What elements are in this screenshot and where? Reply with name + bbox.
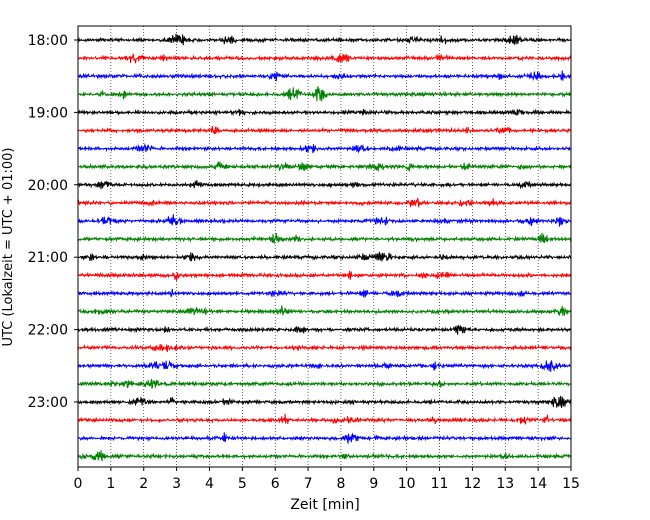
x-tick-label: 5 bbox=[238, 476, 247, 492]
trace-2330 bbox=[77, 432, 572, 444]
trace-2130 bbox=[77, 288, 572, 298]
y-tick-label: 20:00 bbox=[28, 178, 68, 194]
y-tick-label: 19:00 bbox=[28, 105, 68, 121]
x-tick-label: 0 bbox=[74, 476, 83, 492]
x-tick-label: 11 bbox=[431, 476, 449, 492]
y-tick-label: 21:00 bbox=[28, 250, 68, 266]
y-axis-label: UTC (Lokalzeit = UTC + 01:00) bbox=[1, 148, 16, 347]
trace-1830 bbox=[77, 70, 572, 82]
trace-2100 bbox=[77, 251, 572, 262]
x-axis-ticks: 0 1 2 3 4 5 6 7 8 9 10 11 12 13 14 15 bbox=[74, 467, 580, 492]
trace-2045 bbox=[77, 232, 572, 245]
x-tick-label: 8 bbox=[336, 476, 345, 492]
trace-2345 bbox=[77, 450, 572, 462]
x-tick-label: 2 bbox=[139, 476, 148, 492]
y-axis-ticks: 18:00 19:00 20:00 21:00 22:00 23:00 bbox=[28, 33, 78, 411]
x-tick-label: 6 bbox=[271, 476, 280, 492]
trace-1945 bbox=[77, 161, 572, 172]
y-tick-label: 18:00 bbox=[28, 33, 68, 49]
x-tick-label: 10 bbox=[398, 476, 416, 492]
x-tick-label: 3 bbox=[172, 476, 181, 492]
trace-1930 bbox=[77, 143, 572, 154]
trace-2115 bbox=[77, 270, 572, 281]
x-tick-label: 4 bbox=[205, 476, 214, 492]
x-axis-label: Zeit [min] bbox=[290, 497, 359, 513]
trace-2145 bbox=[77, 305, 572, 317]
trace-2015 bbox=[77, 197, 572, 208]
trace-1845 bbox=[77, 86, 572, 102]
trace-2200 bbox=[77, 324, 572, 335]
trace-1800 bbox=[77, 33, 572, 46]
trace-2230 bbox=[77, 359, 572, 373]
y-tick-label: 23:00 bbox=[28, 395, 68, 411]
x-tick-label: 15 bbox=[562, 476, 580, 492]
trace-2000 bbox=[77, 180, 572, 190]
x-tick-label: 1 bbox=[106, 476, 115, 492]
x-tick-label: 14 bbox=[529, 476, 547, 492]
trace-2315 bbox=[77, 413, 572, 426]
trace-1815 bbox=[77, 53, 572, 64]
trace-1900 bbox=[77, 108, 572, 117]
y-tick-label: 22:00 bbox=[28, 323, 68, 339]
plot-frame bbox=[77, 25, 572, 468]
trace-2215 bbox=[77, 343, 572, 353]
x-tick-label: 9 bbox=[369, 476, 378, 492]
x-tick-label: 7 bbox=[304, 476, 313, 492]
trace-2245 bbox=[77, 378, 572, 389]
helicorder-traces bbox=[77, 33, 572, 462]
x-tick-label: 12 bbox=[463, 476, 481, 492]
trace-2030 bbox=[77, 214, 572, 227]
x-tick-label: 13 bbox=[496, 476, 514, 492]
trace-1915 bbox=[77, 125, 572, 135]
trace-2300 bbox=[77, 395, 572, 408]
